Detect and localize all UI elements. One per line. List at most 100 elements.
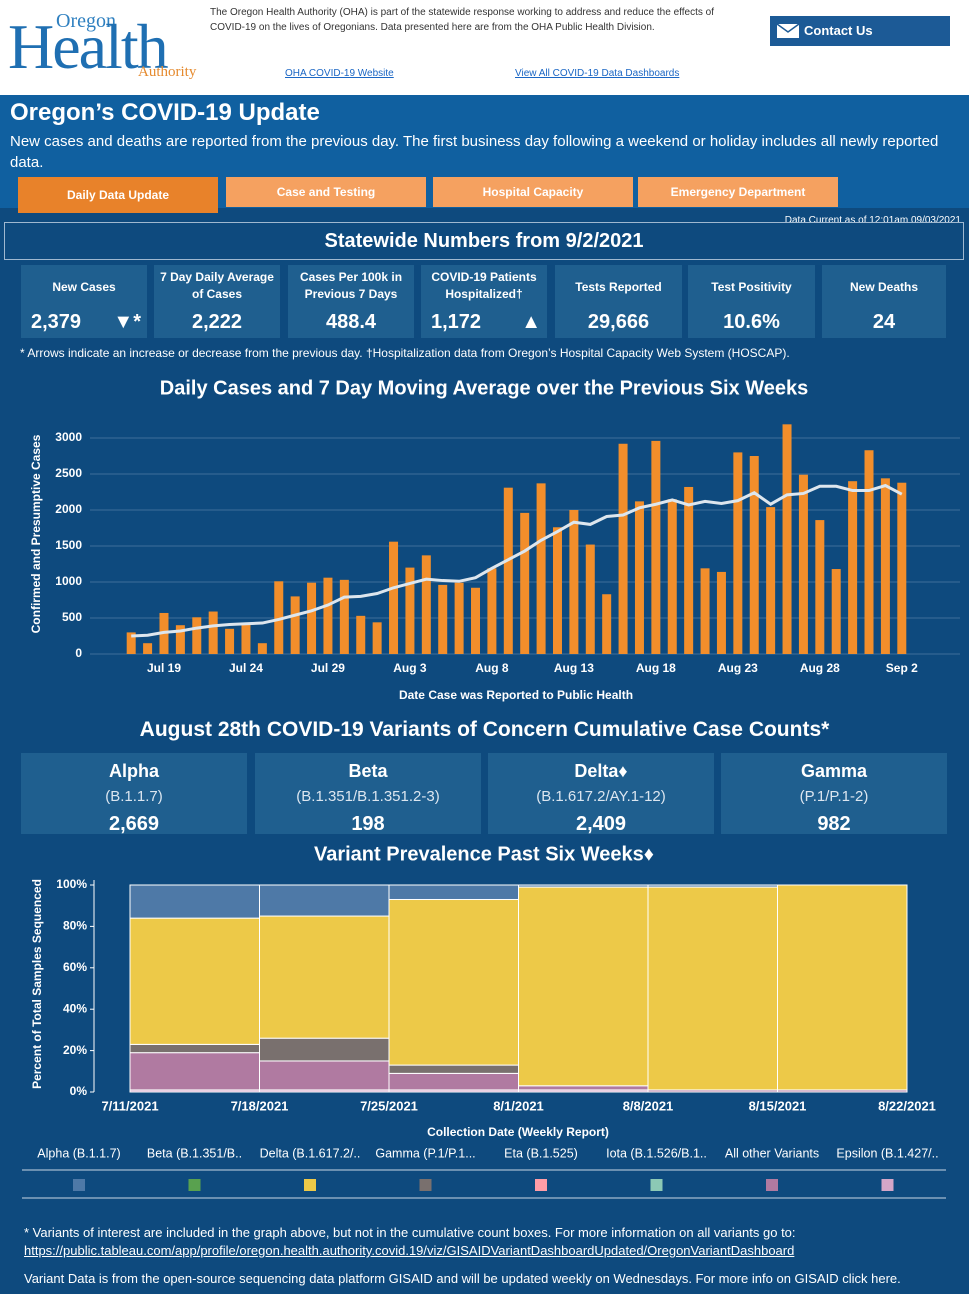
- kpi-label: Test Positivity: [711, 280, 792, 294]
- bar: [716, 571, 726, 654]
- logo-top: Oregon: [56, 10, 116, 32]
- bar: [487, 568, 497, 654]
- bar: [471, 587, 481, 654]
- contact-label: Contact Us: [804, 23, 873, 38]
- y-tick-label: 20%: [63, 1043, 87, 1057]
- x-tick-label: Aug 18: [636, 661, 676, 675]
- tab[interactable]: Hospital Capacity: [433, 177, 633, 207]
- bar: [274, 581, 284, 654]
- kpi-value: 10.6%: [723, 311, 780, 333]
- stacked-segment: [388, 884, 519, 900]
- footer-source: Variant Data is from the open-source seq…: [24, 1271, 901, 1286]
- bar: [208, 611, 218, 654]
- footnote: * Arrows indicate an increase or decreas…: [20, 346, 790, 360]
- tab[interactable]: Emergency Department: [638, 177, 838, 207]
- legend-label: Alpha (B.1.1.7): [37, 1146, 120, 1160]
- bar: [520, 512, 530, 654]
- contact-button[interactable]: Contact Us: [770, 16, 950, 46]
- bar: [372, 622, 382, 654]
- y-tick-label: 0%: [70, 1084, 88, 1098]
- link[interactable]: View All COVID-19 Data Dashboards: [515, 68, 680, 79]
- x-tick-label: Aug 13: [554, 661, 594, 675]
- bar: [602, 594, 612, 654]
- bar: [175, 625, 185, 654]
- variants-title: August 28th COVID-19 Variants of Concern…: [139, 718, 830, 741]
- x-tick-label: 8/22/2021: [878, 1098, 936, 1113]
- bar: [815, 520, 825, 654]
- y-tick-label: 500: [62, 610, 82, 624]
- variant-name: Alpha: [108, 761, 159, 781]
- logo-bottom: Authority: [138, 64, 197, 80]
- bar: [897, 482, 907, 654]
- bar: [405, 567, 415, 654]
- bar: [700, 568, 710, 654]
- legend-label: Gamma (P.1/P.1...: [375, 1146, 475, 1160]
- bar: [339, 579, 349, 654]
- bar: [585, 544, 595, 654]
- kpi-value: 1,172: [431, 311, 482, 333]
- bar: [798, 474, 808, 654]
- y-axis-label: Confirmed and Presumptive Cases: [29, 434, 43, 633]
- x-tick-label: Aug 23: [718, 661, 758, 675]
- y-tick-label: 40%: [63, 1001, 87, 1015]
- bar: [733, 452, 743, 654]
- legend-label: Delta (B.1.617.2/..: [260, 1146, 361, 1160]
- x-tick-label: Aug 8: [475, 661, 509, 675]
- x-tick-label: 8/15/2021: [749, 1098, 807, 1113]
- bar: [552, 527, 562, 654]
- legend-swatch: [881, 1179, 894, 1191]
- x-tick-label: Aug 3: [393, 661, 427, 675]
- legend-swatch: [766, 1179, 778, 1191]
- y-tick-label: 60%: [63, 960, 87, 974]
- y-axis-label: Percent of Total Samples Sequenced: [30, 879, 44, 1089]
- stacked-segment: [388, 1072, 519, 1091]
- kpi-box: COVID-19 Patients Hospitalized† 1,172 ▲: [421, 265, 547, 338]
- tab[interactable]: Daily Data Update: [18, 177, 218, 213]
- variant-lineage: (B.1.617.2/AY.1-12): [536, 788, 666, 805]
- y-tick-label: 100%: [56, 877, 87, 891]
- footer-url[interactable]: https://public.tableau.com/app/profile/o…: [24, 1243, 795, 1258]
- stacked-segment: [129, 884, 260, 919]
- y-tick-label: 2500: [55, 466, 82, 480]
- stacked-segment: [647, 884, 778, 888]
- bar: [667, 499, 677, 654]
- variant-lineage: (P.1/P.1-2): [799, 788, 869, 805]
- bar: [257, 643, 267, 654]
- variant-count: 2,409: [575, 813, 627, 834]
- x-tick-label: 8/1/2021: [493, 1098, 544, 1113]
- link[interactable]: OHA COVID-19 Website: [285, 68, 394, 79]
- kpi-value: 29,666: [587, 311, 650, 333]
- bar: [569, 510, 579, 654]
- bar: [848, 481, 858, 654]
- variant-name: Beta: [348, 761, 388, 781]
- statewide-heading: Statewide Numbers from 9/2/2021: [4, 222, 964, 260]
- kpi-value: 24: [872, 311, 896, 333]
- moving-average-line: [131, 483, 903, 638]
- stacked-segment: [129, 917, 260, 1045]
- kpi-label: New Cases: [52, 280, 116, 294]
- variant-name: Delta♦: [574, 761, 628, 781]
- kpi-box: Tests Reported 29,666: [555, 265, 682, 338]
- legend-swatch: [73, 1179, 85, 1191]
- x-axis-label: Date Case was Reported to Public Health: [399, 688, 633, 702]
- x-tick-label: 8/8/2021: [623, 1098, 674, 1113]
- tab[interactable]: Case and Testing: [226, 177, 426, 207]
- bar: [356, 615, 366, 654]
- chart-title: Daily Cases and 7 Day Moving Average ove…: [160, 377, 808, 399]
- envelope-icon: [776, 23, 800, 38]
- y-tick-label: 0: [75, 646, 82, 660]
- bar: [454, 582, 464, 654]
- bar: [651, 440, 661, 654]
- stacked-segment: [388, 898, 519, 1066]
- stacked-segment: [518, 886, 649, 1087]
- kpi-value: 2,379: [31, 311, 82, 333]
- stacked-segment: [259, 1060, 390, 1091]
- stacked-segment: [518, 884, 649, 888]
- stacked-segment: [518, 1085, 649, 1091]
- x-axis-label: Collection Date (Weekly Report): [427, 1125, 609, 1139]
- bar: [225, 628, 235, 654]
- legend-label: Eta (B.1.525): [504, 1146, 578, 1160]
- bar: [864, 450, 874, 654]
- bar: [307, 582, 317, 654]
